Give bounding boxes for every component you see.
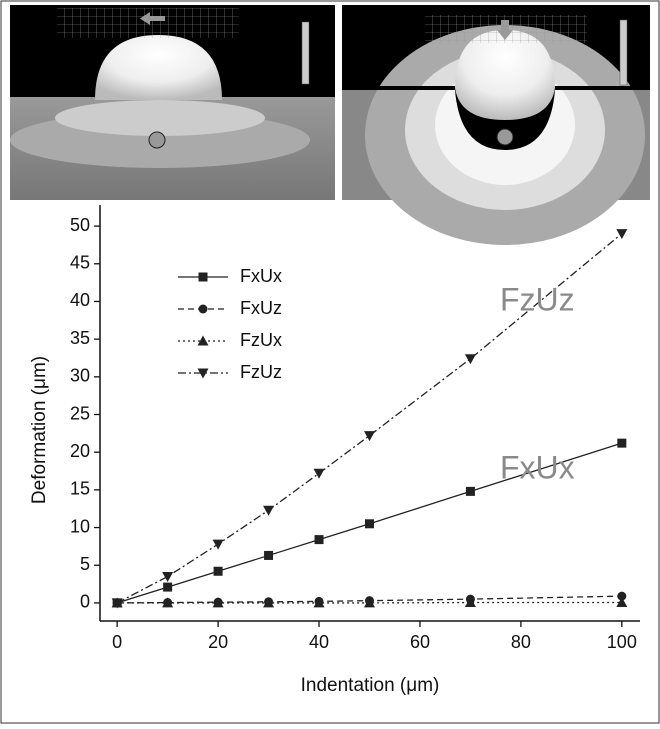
x-tick-label: 80 (511, 632, 531, 652)
x-tick-label: 100 (607, 632, 637, 652)
y-tick-label: 5 (80, 554, 90, 574)
x-tick-label: 40 (309, 632, 329, 652)
y-tick-label: 40 (70, 290, 90, 310)
data-point (365, 519, 374, 528)
data-point (163, 583, 172, 592)
y-tick-label: 10 (70, 516, 90, 536)
data-point (315, 535, 324, 544)
legend-marker (199, 305, 208, 314)
data-point (617, 439, 626, 448)
data-point (264, 551, 273, 560)
x-tick-label: 0 (112, 632, 122, 652)
legend-marker (199, 273, 208, 282)
y-tick-label: 20 (70, 441, 90, 461)
legend-label: FzUx (240, 330, 282, 350)
data-point (466, 487, 475, 496)
y-axis-label: Deformation (μm) (29, 356, 50, 504)
y-tick-label: 50 (70, 215, 90, 235)
x-axis-label: Indentation (μm) (301, 675, 440, 696)
x-tick-label: 20 (208, 632, 228, 652)
legend-label: FzUz (240, 362, 282, 382)
y-tick-label: 25 (70, 403, 90, 423)
y-tick-label: 0 (80, 592, 90, 612)
y-tick-label: 45 (70, 253, 90, 273)
left-simulation-image (10, 5, 335, 200)
annotation: FzUz (500, 281, 575, 317)
legend-label: FxUz (240, 298, 282, 318)
y-tick-label: 30 (70, 366, 90, 386)
annotation: FxUx (500, 449, 575, 485)
data-point (214, 567, 223, 576)
y-tick-label: 15 (70, 479, 90, 499)
y-tick-label: 35 (70, 328, 90, 348)
x-tick-label: 60 (410, 632, 430, 652)
legend-label: FxUx (240, 266, 282, 286)
